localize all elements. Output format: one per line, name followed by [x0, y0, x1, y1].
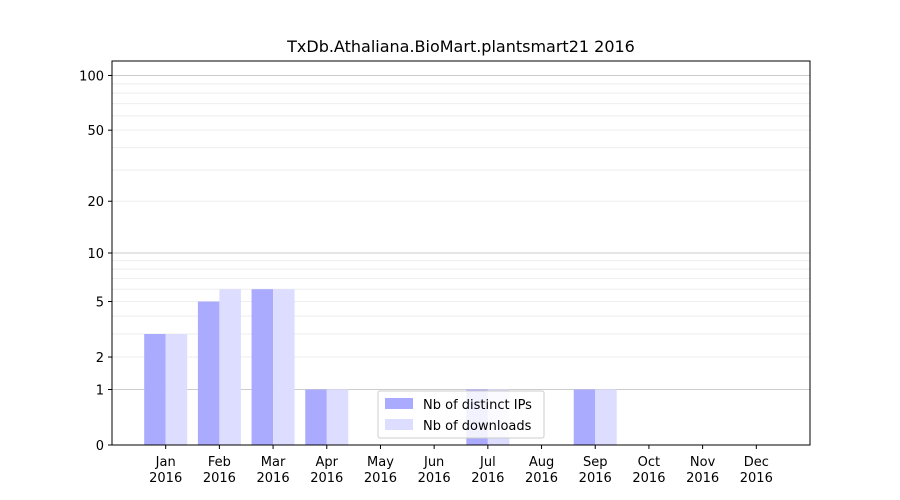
y-tick-label: 1 — [96, 383, 104, 398]
legend: Nb of distinct IPs Nb of downloads — [377, 390, 545, 439]
x-tick-label-year: 2016 — [364, 471, 397, 486]
bar-distinct-ips-sep — [573, 389, 596, 445]
x-tick-label-month: Sep — [583, 455, 608, 470]
legend-swatch-downloads — [385, 419, 413, 430]
x-tick-label-month: Jun — [423, 455, 444, 470]
bar-downloads-sep — [595, 389, 617, 445]
bar-distinct-ips-mar — [251, 289, 274, 445]
x-tick-label-year: 2016 — [740, 471, 773, 486]
x-tick-label-year: 2016 — [310, 471, 343, 486]
x-tick-label-year: 2016 — [686, 471, 719, 486]
x-tick-label-year: 2016 — [471, 471, 504, 486]
x-tick-label-month: Oct — [638, 455, 660, 470]
y-tick-label: 100 — [79, 69, 104, 84]
bar-downloads-feb — [219, 289, 241, 445]
x-tick-label-year: 2016 — [149, 471, 182, 486]
x-tick-label-month: Dec — [744, 455, 769, 470]
legend-box — [377, 390, 545, 439]
y-tick-label: 5 — [96, 296, 104, 311]
bar-distinct-ips-feb — [197, 301, 220, 445]
x-tick-label-year: 2016 — [418, 471, 451, 486]
y-tick-label: 50 — [87, 124, 104, 139]
x-tick-label-month: Jul — [479, 455, 496, 470]
legend-label-downloads: Nb of downloads — [423, 419, 532, 434]
bar-distinct-ips-apr — [305, 389, 327, 445]
y-tick-label: 20 — [87, 195, 104, 210]
x-tick-label-month: Feb — [208, 455, 231, 470]
bars — [144, 289, 617, 445]
y-tick-label: 10 — [87, 247, 104, 262]
x-tick-label-month: Aug — [529, 455, 554, 470]
x-tick-label-month: Nov — [690, 455, 716, 470]
x-tick-label-month: Jan — [155, 455, 176, 470]
y-axis: 0 1 2 5 10 20 50 100 — [79, 69, 112, 454]
y-tick-label: 0 — [96, 439, 104, 454]
y-tick-label: 2 — [96, 351, 104, 366]
x-tick-label-year: 2016 — [579, 471, 612, 486]
x-tick-label-month: Mar — [261, 455, 286, 470]
bar-downloads-jan — [165, 333, 188, 445]
bar-distinct-ips-jan — [144, 333, 166, 445]
x-tick-label-month: Apr — [316, 455, 339, 470]
x-tick-label-year: 2016 — [257, 471, 290, 486]
chart-title: TxDb.Athaliana.BioMart.plantsmart21 2016 — [286, 37, 635, 56]
legend-swatch-distinct-ips — [385, 398, 413, 409]
bar-downloads-mar — [273, 289, 295, 445]
bar-downloads-apr — [326, 389, 349, 445]
legend-label-distinct-ips: Nb of distinct IPs — [423, 398, 532, 413]
x-tick-label-year: 2016 — [203, 471, 236, 486]
x-axis: Jan2016Feb2016Mar2016Apr2016May2016Jun20… — [149, 445, 773, 486]
x-tick-label-year: 2016 — [525, 471, 558, 486]
x-tick-label-year: 2016 — [632, 471, 665, 486]
x-tick-label-month: May — [367, 455, 394, 470]
